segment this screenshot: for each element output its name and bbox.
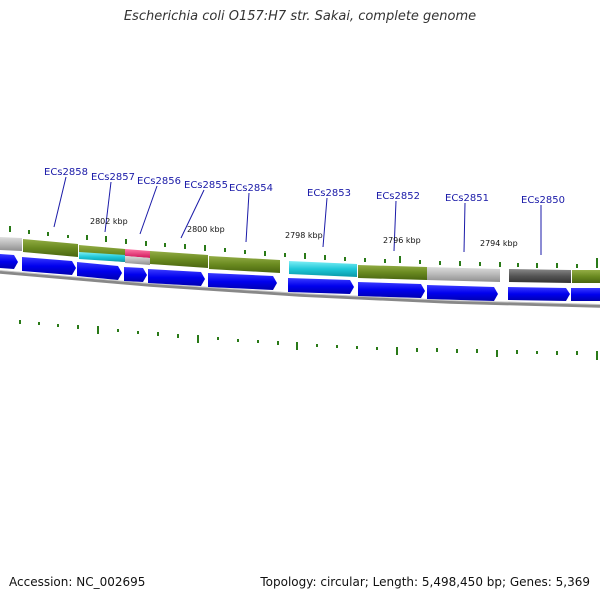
- gene-label-ecs2850: ECs2850: [521, 195, 565, 206]
- cds-arrow: [148, 269, 205, 286]
- accession-label: Accession: NC_002695: [9, 575, 146, 589]
- position-label-2798: 2798 kbp: [285, 231, 323, 240]
- cds-arrow: [0, 254, 18, 269]
- feature-segment: [125, 249, 150, 258]
- genome-backbone: [0, 270, 600, 308]
- feature-segment: [0, 237, 22, 251]
- cds-arrow: [22, 257, 76, 275]
- cds-arrow: [358, 282, 425, 298]
- feature-segment: [79, 252, 125, 262]
- cds-arrow: [571, 288, 600, 301]
- feature-segment: [427, 267, 500, 282]
- feature-segment: [358, 265, 427, 280]
- feature-segment: [289, 261, 357, 277]
- feature-segment: [150, 251, 208, 268]
- gene-label-ecs2853: ECs2853: [307, 188, 351, 199]
- cds-arrow: [208, 273, 277, 290]
- cds-arrow: [508, 287, 570, 301]
- cds-arrow: [124, 267, 147, 282]
- cds-arrow: [77, 262, 122, 280]
- gene-label-ecs2852: ECs2852: [376, 191, 420, 202]
- gene-label-ecs2857: ECs2857: [91, 172, 135, 183]
- gene-leader-lines: [53, 176, 542, 255]
- gene-label-ecs2858: ECs2858: [44, 167, 88, 178]
- gene-label-ecs2855: ECs2855: [184, 180, 228, 191]
- position-label-2794: 2794 kbp: [480, 239, 518, 248]
- gene-label-ecs2851: ECs2851: [445, 193, 489, 204]
- forward-cds-track: [0, 254, 600, 301]
- gene-label-ecs2854: ECs2854: [229, 183, 273, 194]
- feature-segment: [572, 270, 600, 283]
- genome-backbone-highlight: [0, 270, 600, 305]
- feature-segment: [509, 269, 571, 283]
- genome-summary: Topology: circular; Length: 5,498,450 bp…: [260, 575, 590, 589]
- feature-track: [0, 237, 600, 283]
- gc-ticks-lower: [19, 320, 598, 360]
- cds-arrow: [427, 285, 498, 301]
- position-label-2800: 2800 kbp: [187, 225, 225, 234]
- cds-arrow: [288, 278, 354, 294]
- feature-segment: [209, 256, 280, 273]
- feature-segment: [23, 239, 78, 257]
- gc-ticks-upper: [9, 226, 598, 268]
- gene-label-ecs2856: ECs2856: [137, 176, 181, 187]
- position-label-2796: 2796 kbp: [383, 236, 421, 245]
- feature-segment: [125, 256, 150, 265]
- position-label-2802: 2802 kbp: [90, 217, 128, 226]
- map-title: Escherichia coli O157:H7 str. Sakai, com…: [123, 9, 477, 24]
